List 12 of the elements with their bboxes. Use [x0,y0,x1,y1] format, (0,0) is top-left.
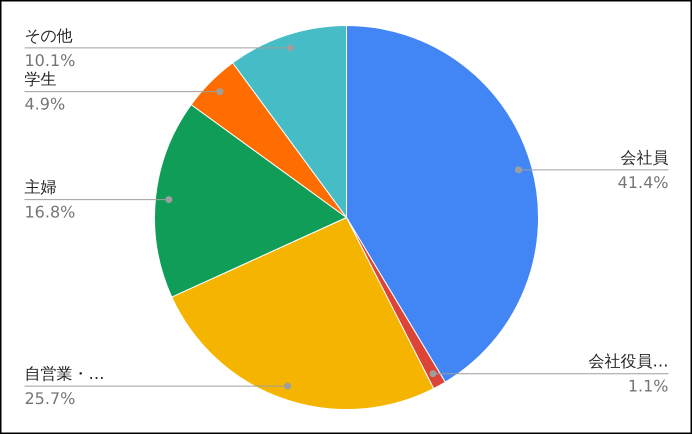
data-label: 10.1% [24,50,76,70]
slice-label: その他 [24,26,72,45]
data-label: 25.7% [24,389,76,408]
data-label: 41.4% [618,172,668,192]
slice-label: 主婦 [24,178,56,197]
data-label: 4.9% [24,94,66,114]
data-label: 1.1% [628,376,669,396]
slice-label: 会社役員… [588,352,668,371]
slice-label: 自営業・… [24,364,104,384]
data-label: 16.8% [24,202,76,222]
slice-label: 学生 [24,70,56,89]
slice-label: 会社員 [620,148,668,167]
